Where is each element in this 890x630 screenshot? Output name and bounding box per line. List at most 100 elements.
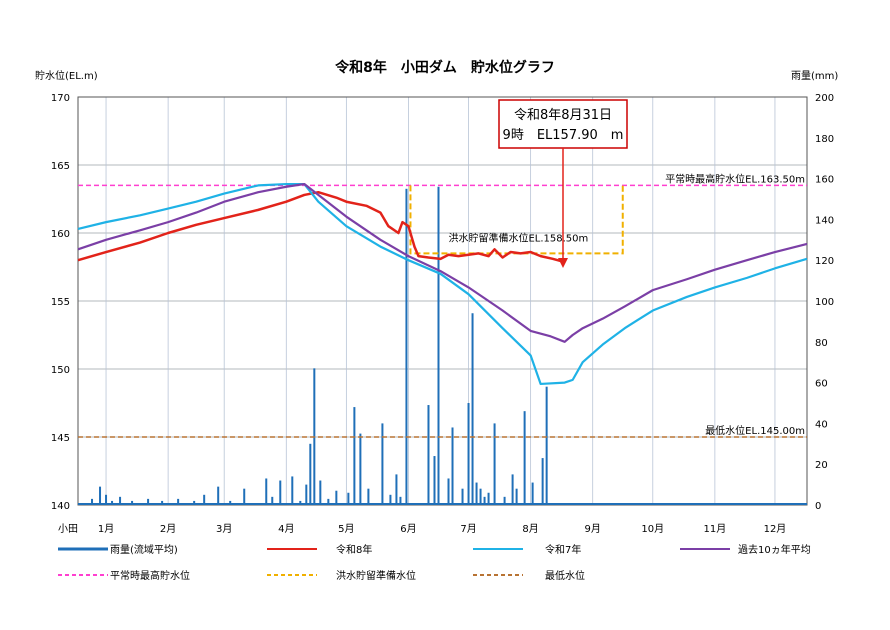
y2-tick-label: 80 xyxy=(815,338,828,349)
legend-label-flood_reserve: 洪水貯留準備水位 xyxy=(336,569,416,582)
avg10-series-line xyxy=(77,182,808,343)
y-tick-label: 160 xyxy=(51,229,70,240)
rain-bar xyxy=(511,474,514,505)
rain-bar xyxy=(265,478,268,505)
rain-bar xyxy=(451,427,454,505)
y-tick-label: 155 xyxy=(51,297,70,308)
r7-series-line xyxy=(77,182,808,386)
rain-bar xyxy=(319,480,322,505)
rain-bar xyxy=(515,488,518,505)
legend-label-r8: 令和8年 xyxy=(336,543,372,556)
rain-bar xyxy=(389,494,392,505)
y-tick-label: 150 xyxy=(51,365,70,376)
rain-bar xyxy=(217,486,220,505)
callout-date: 令和8年8月31日 xyxy=(514,108,612,123)
x-axis-prefix: 小田 xyxy=(58,523,78,535)
rain-bar xyxy=(395,474,398,505)
rain-bar xyxy=(177,498,180,505)
flood-reserve-label: 洪水貯留準備水位EL.158.50m xyxy=(448,231,588,244)
rain-bar xyxy=(437,186,440,505)
x-tick-label: 9月 xyxy=(585,523,601,535)
x-tick-label: 2月 xyxy=(160,523,176,535)
rain-bar xyxy=(299,500,302,505)
rain-bar xyxy=(161,500,164,505)
y2-tick-label: 140 xyxy=(815,215,834,226)
rain-bar xyxy=(291,476,294,505)
rain-bar xyxy=(359,433,362,505)
x-tick-label: 3月 xyxy=(216,523,232,535)
rain-bar xyxy=(119,496,122,505)
rain-bar xyxy=(541,458,544,505)
x-tick-label: 6月 xyxy=(400,523,416,535)
rain-bar xyxy=(193,500,196,505)
rain-bar xyxy=(433,456,436,505)
rain-bar xyxy=(271,496,274,505)
right-axis-label: 雨量(mm) xyxy=(791,70,838,82)
rain-bar xyxy=(503,496,506,505)
rain-bar xyxy=(229,500,232,505)
x-tick-label: 8月 xyxy=(522,523,538,535)
y2-tick-label: 60 xyxy=(815,379,828,390)
callout: 令和8年8月31日 9時 EL157.90 m xyxy=(498,99,628,268)
y2-tick-label: 200 xyxy=(815,93,834,104)
y-tick-label: 145 xyxy=(51,433,70,444)
x-tick-label: 5月 xyxy=(338,523,354,535)
rain-bar xyxy=(99,486,102,505)
rain-bar xyxy=(471,313,474,505)
rain-bar xyxy=(147,498,150,505)
x-tick-label: 10月 xyxy=(641,523,664,535)
rain-bar xyxy=(545,386,548,505)
legend-label-r7: 令和7年 xyxy=(545,543,581,556)
x-tick-label: 1月 xyxy=(98,523,114,535)
rain-bar xyxy=(353,407,356,505)
rain-bar xyxy=(279,480,282,505)
y2-tick-label: 40 xyxy=(815,419,828,430)
y2-tick-label: 0 xyxy=(815,501,821,512)
y-tick-label: 165 xyxy=(51,161,70,172)
rain-bar xyxy=(427,405,430,505)
x-tick-label: 4月 xyxy=(278,523,294,535)
chart-title: 令和8年 小田ダム 貯水位グラフ xyxy=(334,59,555,76)
rain-bar xyxy=(105,494,108,505)
rain-bar xyxy=(493,423,496,505)
rain-bar xyxy=(327,498,330,505)
r8-series-line xyxy=(77,190,563,263)
callout-box xyxy=(498,99,628,149)
y2-tick-label: 120 xyxy=(815,256,834,267)
rain-bar xyxy=(467,403,470,505)
rain-bar xyxy=(523,411,526,505)
left-axis-label: 貯水位(EL.m) xyxy=(35,69,98,82)
legend-label-rain: 雨量(流域平均) xyxy=(110,543,178,556)
y2-tick-label: 100 xyxy=(815,297,834,308)
rain-bar xyxy=(475,482,478,505)
rain-bar xyxy=(347,492,350,505)
max_normal-label: 平常時最高貯水位EL.163.50m xyxy=(665,172,805,185)
rain-bar xyxy=(399,496,402,505)
rain-bar xyxy=(111,500,114,505)
legend-label-max_normal: 平常時最高貯水位 xyxy=(110,569,190,582)
y2-tick-label: 180 xyxy=(815,134,834,145)
rain-bar xyxy=(367,488,370,505)
x-tick-label: 11月 xyxy=(704,523,727,535)
axes: 140 145 150 155 160 165 170 0 20 40 60 80 100 120 140 1… xyxy=(51,93,834,535)
legend-label-avg10: 過去10ヵ年平均 xyxy=(738,543,811,556)
rain-bar xyxy=(461,488,464,505)
rain-bar xyxy=(381,423,384,505)
rain-bar xyxy=(203,494,206,505)
y-tick-label: 170 xyxy=(51,93,70,104)
y2-tick-label: 20 xyxy=(815,460,828,471)
rain-bar xyxy=(405,188,408,506)
callout-arrow-head xyxy=(558,258,568,268)
rain-bar xyxy=(447,478,450,505)
rain-bar xyxy=(479,488,482,505)
series-lines xyxy=(77,182,808,386)
callout-level: 9時 EL157.90 m xyxy=(503,128,624,143)
rain-bar xyxy=(335,490,338,505)
rain-bar xyxy=(305,484,308,505)
rain-bar xyxy=(243,488,246,505)
rain-bar xyxy=(309,443,312,505)
x-tick-label: 12月 xyxy=(764,523,787,535)
